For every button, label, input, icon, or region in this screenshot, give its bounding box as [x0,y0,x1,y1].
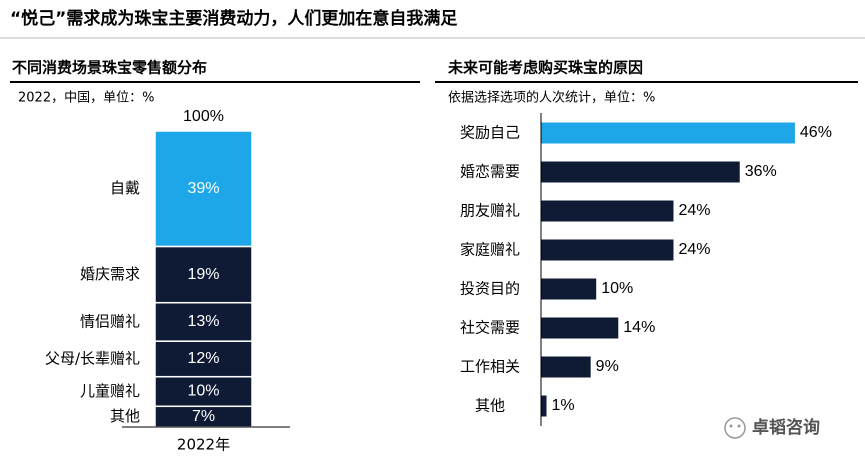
bar [541,395,547,417]
y-tick-label: 投资目的 [460,280,520,298]
bar-segment [154,130,253,248]
legend-label: 情侣赠礼 [80,312,140,330]
bar [541,317,619,339]
value-label: 24% [678,241,710,258]
y-tick-label: 工作相关 [460,358,520,376]
value-label: 10% [187,383,219,400]
legend-label: 婚庆需求 [80,265,140,283]
bar [541,278,597,300]
value-label: 13% [187,313,219,330]
bar [541,122,795,144]
x-tick-label: 2022年 [177,436,230,454]
chart-subtitle: 依据选择选项的人次统计，单位：% [448,90,655,106]
value-label: 14% [623,319,655,336]
chart-subtitle: 2022，中国，单位：% [18,91,154,106]
value-label: 12% [187,350,219,367]
value-label: 36% [745,163,777,180]
y-tick-label: 婚恋需要 [460,163,520,181]
legend-label: 其他 [110,407,140,425]
y-tick-label: 其他 [475,397,505,415]
bar-segment [154,340,253,378]
legend-label: 自戴 [110,179,140,197]
y-tick-label: 奖励自己 [460,124,520,142]
y-tick-label: 朋友赠礼 [460,202,520,220]
y-tick-label: 家庭赠礼 [460,241,520,259]
page-title: “悦己”需求成为珠宝主要消费动力，人们更加在意自我满足 [10,8,457,29]
bar [541,239,674,261]
value-label: 39% [187,180,219,197]
total-label: 100% [183,108,224,125]
watermark-icon [724,417,746,439]
bar [541,161,740,183]
value-label: 9% [596,358,619,375]
bar [541,356,591,378]
chart-title: 未来可能考虑购买珠宝的原因 [447,59,643,77]
watermark: 卓韬咨询 [752,417,820,438]
value-label: 1% [552,397,575,414]
legend-label: 父母/长辈赠礼 [45,349,140,367]
value-label: 7% [192,408,215,425]
bar-segment [154,301,253,342]
chart-title: 不同消费场景珠宝零售额分布 [12,59,207,77]
value-label: 46% [800,124,832,141]
value-label: 10% [601,280,633,297]
y-tick-label: 社交需要 [460,319,520,337]
legend-label: 儿童赠礼 [80,382,140,400]
value-label: 24% [678,202,710,219]
value-label: 19% [187,266,219,283]
bar [541,200,674,222]
